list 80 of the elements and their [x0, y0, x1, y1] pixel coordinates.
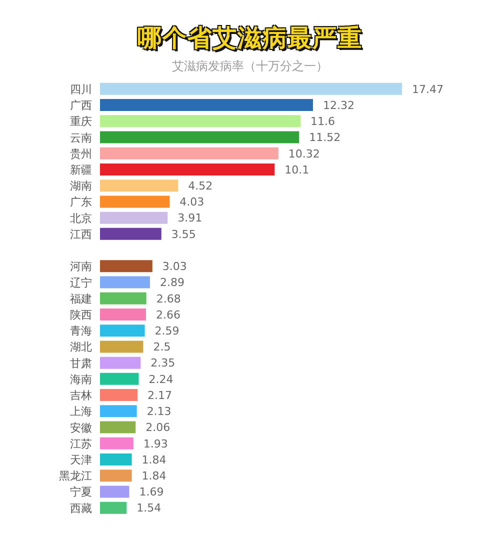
y-tick-label: 云南	[70, 131, 92, 144]
y-tick-label: 江西	[70, 228, 92, 241]
y-tick-label: 陕西	[70, 308, 92, 322]
data-label: 3.91	[178, 212, 202, 225]
data-label: 4.03	[180, 196, 204, 209]
y-tick-label: 河南	[70, 260, 92, 274]
data-label: 2.17	[148, 388, 172, 402]
data-label: 2.5	[153, 340, 171, 354]
y-tick-label: 重庆	[70, 115, 92, 128]
y-tick-label: 新疆	[70, 164, 92, 177]
y-tick-label: 安徽	[70, 421, 92, 434]
data-label: 2.13	[146, 405, 172, 418]
bar	[100, 340, 144, 353]
bar	[100, 82, 402, 95]
data-label: 1.93	[143, 437, 168, 450]
data-label: 1.69	[139, 486, 164, 499]
bar	[100, 486, 130, 498]
data-label: 11.6	[310, 115, 336, 128]
data-label: 10.32	[288, 147, 320, 160]
data-label: 1.54	[136, 502, 162, 515]
y-tick-label: 宁夏	[70, 486, 92, 499]
bar	[100, 131, 300, 144]
bar	[100, 389, 138, 402]
y-tick-label: 海南	[70, 372, 92, 386]
data-label: 2.66	[156, 308, 180, 322]
bar	[100, 163, 275, 176]
y-tick-label: 福建	[70, 292, 92, 306]
y-tick-label: 青海	[70, 324, 92, 338]
y-tick-label: 天津	[70, 454, 92, 467]
data-label: 2.06	[146, 421, 170, 434]
y-tick-label: 西藏	[70, 502, 92, 515]
data-label: 2.35	[150, 356, 176, 370]
bar	[100, 502, 127, 514]
bar	[100, 405, 137, 418]
data-label: 12.32	[322, 98, 354, 112]
data-label: 1.84	[142, 470, 166, 483]
bar	[100, 212, 168, 224]
data-label: 2.68	[156, 292, 181, 306]
y-tick-label: 吉林	[70, 389, 92, 402]
y-tick-label: 贵州	[70, 147, 92, 160]
y-tick-label: 江苏	[70, 437, 92, 450]
data-label: 3.55	[171, 228, 196, 241]
bar	[100, 437, 134, 450]
y-tick-label: 湖南	[70, 180, 92, 193]
y-tick-label: 四川	[70, 82, 92, 96]
bar	[100, 260, 152, 272]
bar	[100, 196, 170, 208]
bar	[100, 372, 139, 385]
chart-subtitle: 艾滋病发病率（十万分之一）	[171, 58, 329, 75]
bar	[100, 421, 136, 434]
data-label: 4.52	[188, 180, 213, 193]
bar	[100, 276, 150, 288]
data-label: 11.52	[309, 131, 341, 144]
bar	[100, 115, 301, 128]
data-label: 10.1	[284, 163, 310, 176]
bar	[100, 228, 162, 240]
data-label: 2.59	[154, 324, 180, 338]
bar	[100, 147, 278, 160]
bar	[100, 453, 132, 466]
y-tick-label: 湖北	[70, 340, 92, 354]
bar	[100, 324, 145, 337]
chart-title: 哪个省艾滋病最严重	[136, 23, 364, 54]
y-tick-label: 北京	[70, 212, 92, 225]
bar	[100, 99, 313, 112]
data-label: 3.03	[162, 260, 187, 274]
bar	[100, 180, 178, 192]
bar	[100, 356, 141, 369]
y-tick-label: 广东	[70, 196, 92, 209]
bar	[100, 308, 146, 320]
data-label: 2.24	[148, 372, 174, 386]
bar	[100, 292, 146, 304]
y-tick-label: 辽宁	[70, 276, 92, 290]
y-tick-label: 广西	[70, 99, 92, 112]
data-label: 1.84	[142, 453, 166, 466]
data-label: 17.47	[412, 82, 444, 96]
bar	[100, 470, 132, 482]
y-tick-label: 甘肃	[70, 356, 92, 370]
y-tick-label: 黑龙江	[59, 470, 92, 483]
y-tick-label: 上海	[70, 405, 92, 418]
data-label: 2.89	[160, 276, 184, 290]
